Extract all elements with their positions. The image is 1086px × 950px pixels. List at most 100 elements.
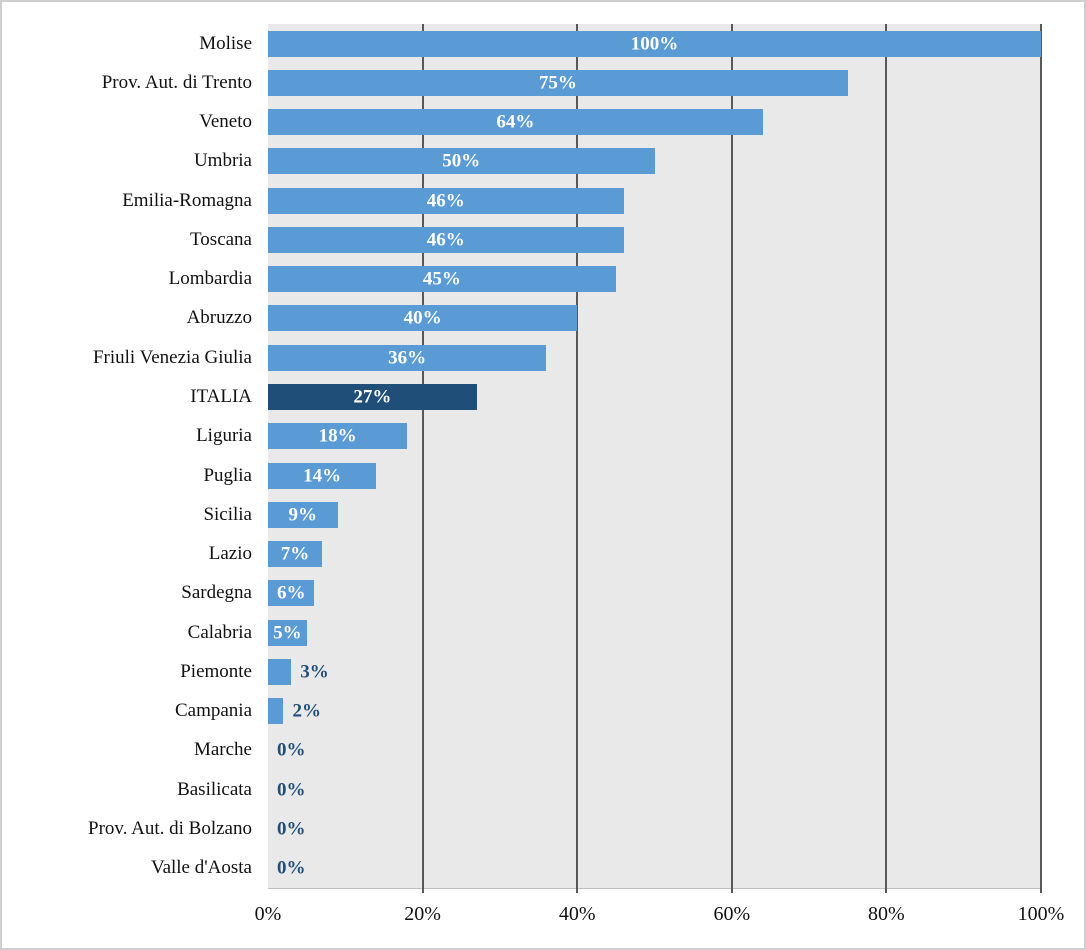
category-label: Piemonte bbox=[180, 660, 252, 682]
bar: 3% bbox=[268, 658, 329, 685]
bar: 5% bbox=[268, 619, 307, 646]
bar: 18% bbox=[268, 423, 408, 450]
bar-value-label: 9% bbox=[288, 504, 318, 526]
bar: 7% bbox=[268, 541, 323, 568]
bar-value-label: 40% bbox=[403, 307, 442, 329]
x-tick-label: 60% bbox=[713, 903, 751, 925]
bar-row: 18% bbox=[268, 417, 1041, 456]
category-label: Liguria bbox=[196, 425, 252, 447]
bar-row: 9% bbox=[268, 495, 1041, 534]
bar-row: 36% bbox=[268, 338, 1041, 377]
bar-value-label: 46% bbox=[426, 190, 465, 212]
category-label: Sardegna bbox=[181, 582, 252, 604]
category-row: Marche bbox=[2, 731, 252, 770]
bar-row: 46% bbox=[268, 220, 1041, 259]
bar-value-label: 0% bbox=[277, 857, 306, 879]
category-label: Marche bbox=[193, 739, 252, 761]
category-label: Campania bbox=[174, 700, 252, 722]
bar-row: 0% bbox=[268, 849, 1041, 888]
bar-row: 46% bbox=[268, 181, 1041, 220]
bar-value-label: 64% bbox=[496, 111, 535, 133]
x-tick-label: 40% bbox=[558, 903, 596, 925]
bar-value-label: 14% bbox=[303, 465, 342, 487]
bar-row: 0% bbox=[268, 809, 1041, 848]
bar-value-label: 45% bbox=[422, 268, 461, 290]
category-row: Abruzzo bbox=[2, 299, 252, 338]
category-row: Prov. Aut. di Bolzano bbox=[2, 809, 252, 848]
bar-row: 75% bbox=[268, 63, 1041, 102]
bar: 36% bbox=[268, 344, 547, 371]
category-row: Sardegna bbox=[2, 574, 252, 613]
bar-value-label: 50% bbox=[442, 150, 481, 172]
bar-value-label: 0% bbox=[277, 779, 306, 801]
bar-value-label: 36% bbox=[388, 347, 427, 369]
category-label: Prov. Aut. di Trento bbox=[101, 71, 252, 93]
bar-row: 6% bbox=[268, 574, 1041, 613]
bar-value-label: 5% bbox=[273, 622, 302, 644]
category-label: Calabria bbox=[187, 621, 252, 643]
category-label: Prov. Aut. di Bolzano bbox=[88, 817, 252, 839]
bar: 45% bbox=[268, 266, 616, 293]
bar-row: 64% bbox=[268, 103, 1041, 142]
category-row: Puglia bbox=[2, 456, 252, 495]
category-row: Liguria bbox=[2, 417, 252, 456]
bar-row: 5% bbox=[268, 613, 1041, 652]
bar-value-label: 46% bbox=[426, 229, 465, 251]
category-axis: Molise Prov. Aut. di Trento Veneto Umbri… bbox=[2, 24, 252, 888]
bar-row: 7% bbox=[268, 534, 1041, 573]
x-tick-label: 100% bbox=[1017, 903, 1065, 925]
bar-value-label: 27% bbox=[353, 386, 392, 408]
bar: 46% bbox=[268, 187, 624, 214]
bar: 100% bbox=[268, 30, 1041, 57]
bar-value-label: 7% bbox=[280, 543, 310, 565]
category-label: Toscana bbox=[190, 228, 252, 250]
category-row: Sicilia bbox=[2, 495, 252, 534]
category-label: Umbria bbox=[193, 150, 252, 172]
bar-value-label: 3% bbox=[300, 661, 329, 683]
bar: 14% bbox=[268, 462, 377, 489]
bar-row: 3% bbox=[268, 652, 1041, 691]
plot-area: 100% 75% 64% 50% 46% 46% 45% 40% bbox=[268, 24, 1042, 893]
bar-value-label: 2% bbox=[292, 700, 321, 722]
bar-row: 2% bbox=[268, 692, 1041, 731]
category-row: Basilicata bbox=[2, 770, 252, 809]
category-label: Lazio bbox=[208, 543, 252, 565]
category-label: Emilia-Romagna bbox=[122, 189, 252, 211]
category-label: Abruzzo bbox=[186, 307, 252, 329]
bar: 75% bbox=[268, 69, 848, 96]
category-row: Lombardia bbox=[2, 260, 252, 299]
bar-row: 0% bbox=[268, 731, 1041, 770]
bar-row: 100% bbox=[268, 24, 1041, 63]
category-row: Friuli Venezia Giulia bbox=[2, 338, 252, 377]
bar: 50% bbox=[268, 148, 655, 175]
bar-value-label: 100% bbox=[630, 33, 679, 55]
category-label: Veneto bbox=[199, 111, 252, 133]
x-tick-label: 20% bbox=[404, 903, 441, 925]
bar-value-label: 75% bbox=[538, 72, 577, 94]
bar-row: 14% bbox=[268, 456, 1041, 495]
bar-row: 0% bbox=[268, 770, 1041, 809]
category-row: Campania bbox=[2, 692, 252, 731]
bar: 46% bbox=[268, 226, 624, 253]
gridline bbox=[576, 24, 579, 893]
category-row: ITALIA bbox=[2, 377, 252, 416]
category-label: ITALIA bbox=[190, 386, 252, 408]
x-tick-label: 0% bbox=[254, 903, 282, 925]
gridline bbox=[1040, 24, 1042, 893]
category-row: Veneto bbox=[2, 103, 252, 142]
category-row: Calabria bbox=[2, 613, 252, 652]
category-label: Valle d'Aosta bbox=[150, 857, 252, 879]
category-row: Toscana bbox=[2, 220, 252, 259]
bar-value-label: 0% bbox=[277, 818, 306, 840]
bar-value-label: 6% bbox=[276, 582, 306, 604]
bar-row: 45% bbox=[268, 260, 1041, 299]
bar: 9% bbox=[268, 501, 338, 528]
bar-value-label: 18% bbox=[318, 425, 357, 447]
x-axis: 0% 20% 40% 60% 80% 100% bbox=[255, 895, 1065, 935]
bar-value-label: 0% bbox=[277, 739, 306, 761]
bar-row: 27% bbox=[268, 377, 1041, 416]
bar: 2% bbox=[268, 698, 321, 725]
category-label: Sicilia bbox=[203, 503, 252, 525]
gridline bbox=[885, 24, 888, 893]
